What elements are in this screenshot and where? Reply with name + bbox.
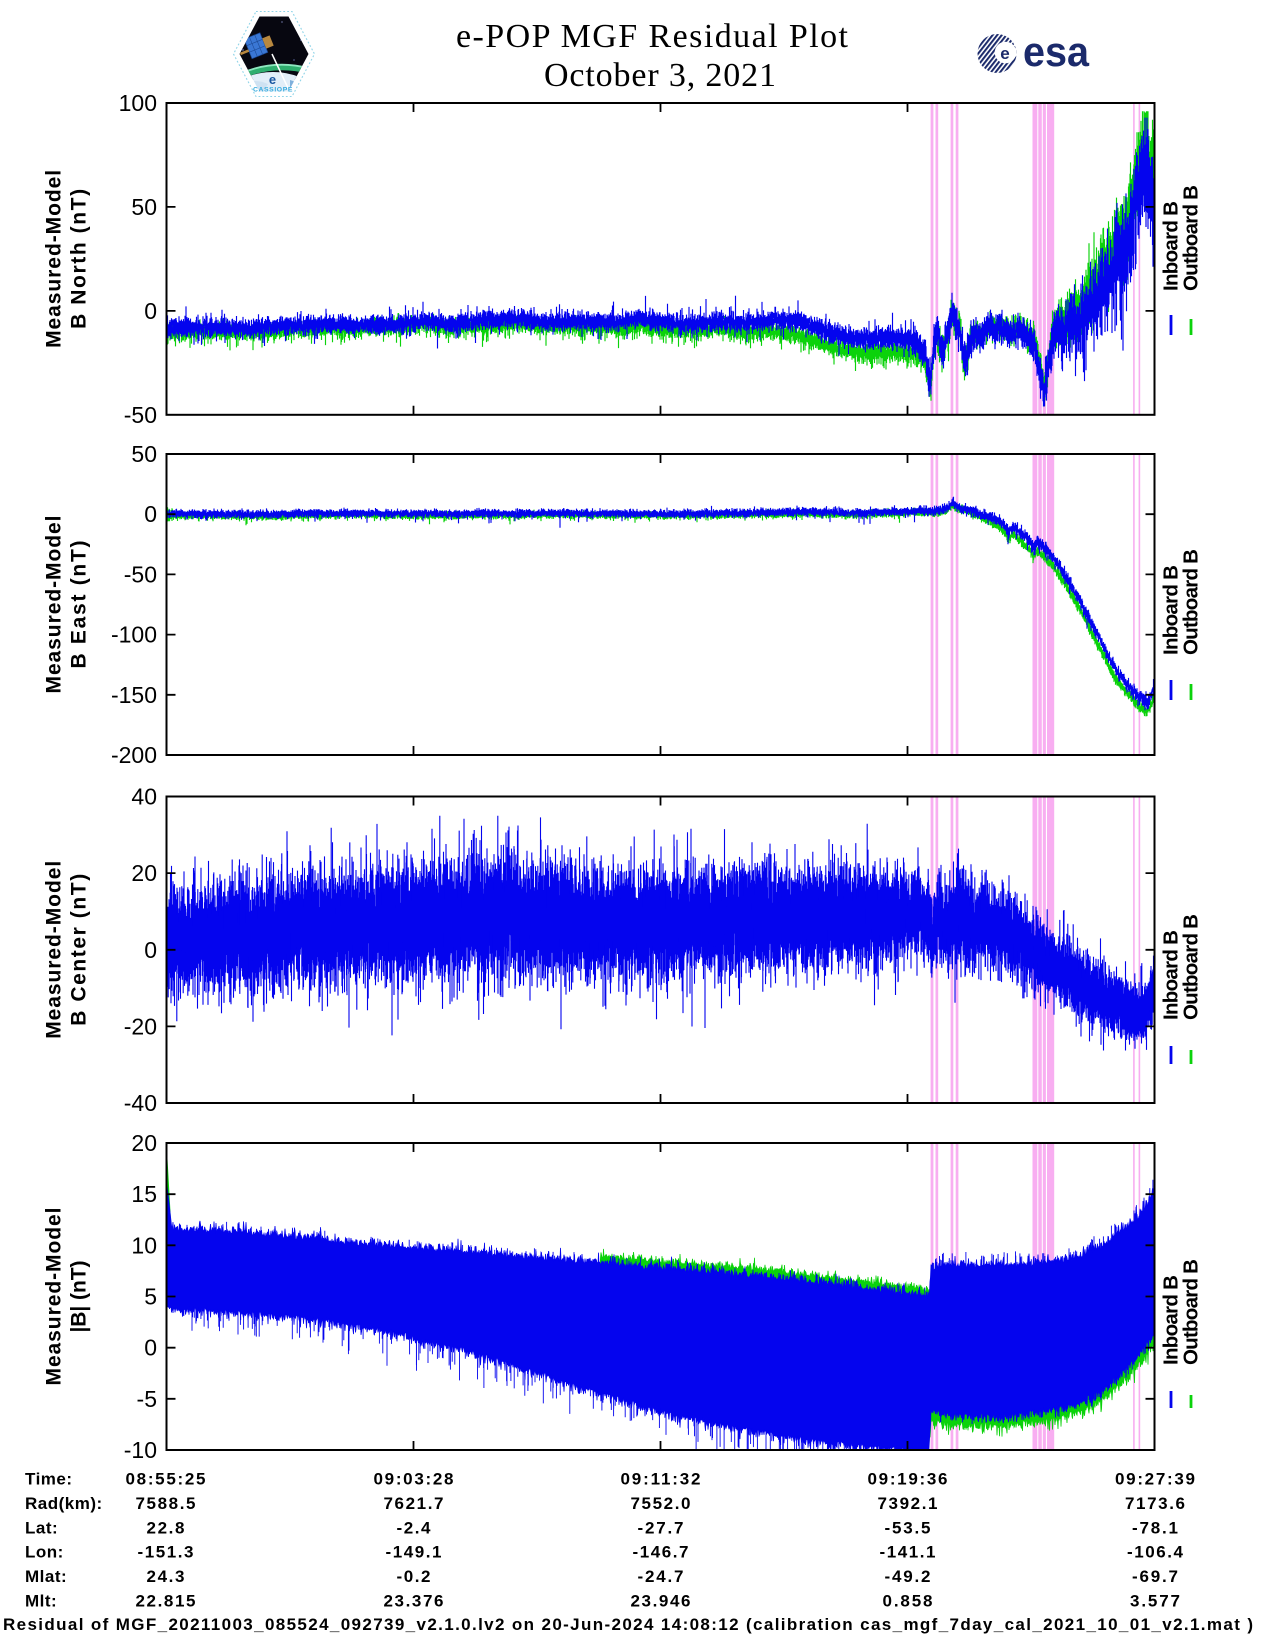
svg-text:7588.5: 7588.5 bbox=[136, 1494, 196, 1513]
svg-text:-20: -20 bbox=[124, 1013, 157, 1039]
svg-text:-200: -200 bbox=[111, 742, 157, 768]
svg-text:Outboard B: Outboard B bbox=[1180, 185, 1203, 291]
svg-text:22.8: 22.8 bbox=[147, 1518, 185, 1537]
svg-text:-40: -40 bbox=[124, 1090, 157, 1116]
svg-text:-24.7: -24.7 bbox=[638, 1567, 684, 1586]
svg-text:Outboard B: Outboard B bbox=[1180, 549, 1203, 655]
svg-text:-78.1: -78.1 bbox=[1132, 1518, 1178, 1537]
svg-text:-69.7: -69.7 bbox=[1132, 1567, 1178, 1586]
svg-text:Outboard B: Outboard B bbox=[1180, 1259, 1203, 1365]
svg-text:Inboard B: Inboard B bbox=[1160, 1275, 1183, 1365]
svg-text:-150: -150 bbox=[111, 682, 157, 708]
svg-text:-50: -50 bbox=[124, 561, 157, 587]
svg-text:|B| (nT): |B| (nT) bbox=[68, 1261, 91, 1333]
svg-text:Rad(km):: Rad(km): bbox=[25, 1494, 103, 1513]
svg-text:Inboard B: Inboard B bbox=[1160, 565, 1183, 655]
svg-text:0: 0 bbox=[144, 298, 157, 324]
svg-text:50: 50 bbox=[131, 194, 157, 220]
svg-text:09:19:36: 09:19:36 bbox=[868, 1470, 948, 1489]
svg-text:23.376: 23.376 bbox=[384, 1592, 444, 1611]
svg-text:CASSIOPE: CASSIOPE bbox=[253, 87, 293, 94]
svg-text:0: 0 bbox=[144, 1335, 157, 1361]
svg-text:Inboard B: Inboard B bbox=[1160, 201, 1183, 291]
svg-text:24.3: 24.3 bbox=[147, 1567, 185, 1586]
svg-text:Measured-Model: Measured-Model bbox=[43, 516, 66, 694]
svg-text:B East (nT): B East (nT) bbox=[68, 541, 91, 669]
svg-text:0.858: 0.858 bbox=[883, 1592, 933, 1611]
svg-text:-27.7: -27.7 bbox=[638, 1518, 684, 1537]
svg-text:Measured-Model: Measured-Model bbox=[43, 1208, 66, 1386]
svg-text:0: 0 bbox=[144, 501, 157, 527]
svg-text:-50: -50 bbox=[124, 402, 157, 428]
svg-text:22.815: 22.815 bbox=[136, 1592, 196, 1611]
svg-text:40: 40 bbox=[131, 784, 157, 810]
svg-text:Measured-Model: Measured-Model bbox=[43, 170, 66, 348]
svg-text:50: 50 bbox=[131, 441, 157, 467]
svg-text:7392.1: 7392.1 bbox=[878, 1494, 938, 1513]
svg-text:100: 100 bbox=[119, 90, 157, 116]
svg-text:09:27:39: 09:27:39 bbox=[1115, 1470, 1195, 1489]
svg-text:B North (nT): B North (nT) bbox=[68, 189, 91, 329]
svg-text:7173.6: 7173.6 bbox=[1125, 1494, 1185, 1513]
svg-text:esa: esa bbox=[1023, 28, 1090, 75]
svg-text:0: 0 bbox=[144, 937, 157, 963]
svg-text:-100: -100 bbox=[111, 622, 157, 648]
svg-text:Residual of MGF_20211003_08552: Residual of MGF_20211003_085524_092739_v… bbox=[3, 1615, 1253, 1634]
svg-text:20: 20 bbox=[131, 860, 157, 886]
svg-text:Mlat:: Mlat: bbox=[25, 1567, 67, 1586]
svg-text:-5: -5 bbox=[137, 1386, 157, 1412]
svg-text:3.577: 3.577 bbox=[1130, 1592, 1180, 1611]
svg-text:20: 20 bbox=[131, 1130, 157, 1156]
svg-text:7621.7: 7621.7 bbox=[384, 1494, 444, 1513]
svg-text:09:11:32: 09:11:32 bbox=[621, 1470, 701, 1489]
svg-text:-10: -10 bbox=[124, 1437, 157, 1463]
svg-text:Lat:: Lat: bbox=[25, 1518, 58, 1537]
svg-text:Inboard B: Inboard B bbox=[1160, 930, 1183, 1020]
svg-text:Measured-Model: Measured-Model bbox=[43, 861, 66, 1039]
svg-text:08:55:25: 08:55:25 bbox=[126, 1470, 206, 1489]
svg-text:Lon:: Lon: bbox=[25, 1543, 64, 1562]
svg-text:Outboard B: Outboard B bbox=[1180, 914, 1203, 1020]
svg-text:e: e bbox=[269, 72, 276, 87]
svg-text:5: 5 bbox=[144, 1284, 157, 1310]
svg-text:Time:: Time: bbox=[25, 1470, 73, 1489]
svg-text:e: e bbox=[1000, 44, 1009, 63]
svg-text:-2.4: -2.4 bbox=[397, 1518, 432, 1537]
svg-text:-49.2: -49.2 bbox=[885, 1567, 931, 1586]
svg-text:09:03:28: 09:03:28 bbox=[374, 1470, 454, 1489]
svg-text:7552.0: 7552.0 bbox=[631, 1494, 691, 1513]
svg-text:October 3, 2021: October 3, 2021 bbox=[544, 57, 776, 94]
svg-text:Mlt:: Mlt: bbox=[25, 1592, 57, 1611]
svg-text:23.946: 23.946 bbox=[631, 1592, 691, 1611]
svg-text:15: 15 bbox=[131, 1181, 157, 1207]
svg-text:-53.5: -53.5 bbox=[885, 1518, 931, 1537]
svg-text:10: 10 bbox=[131, 1232, 157, 1258]
svg-text:e-POP MGF Residual Plot: e-POP MGF Residual Plot bbox=[456, 18, 849, 55]
svg-text:-106.4: -106.4 bbox=[1127, 1543, 1184, 1562]
